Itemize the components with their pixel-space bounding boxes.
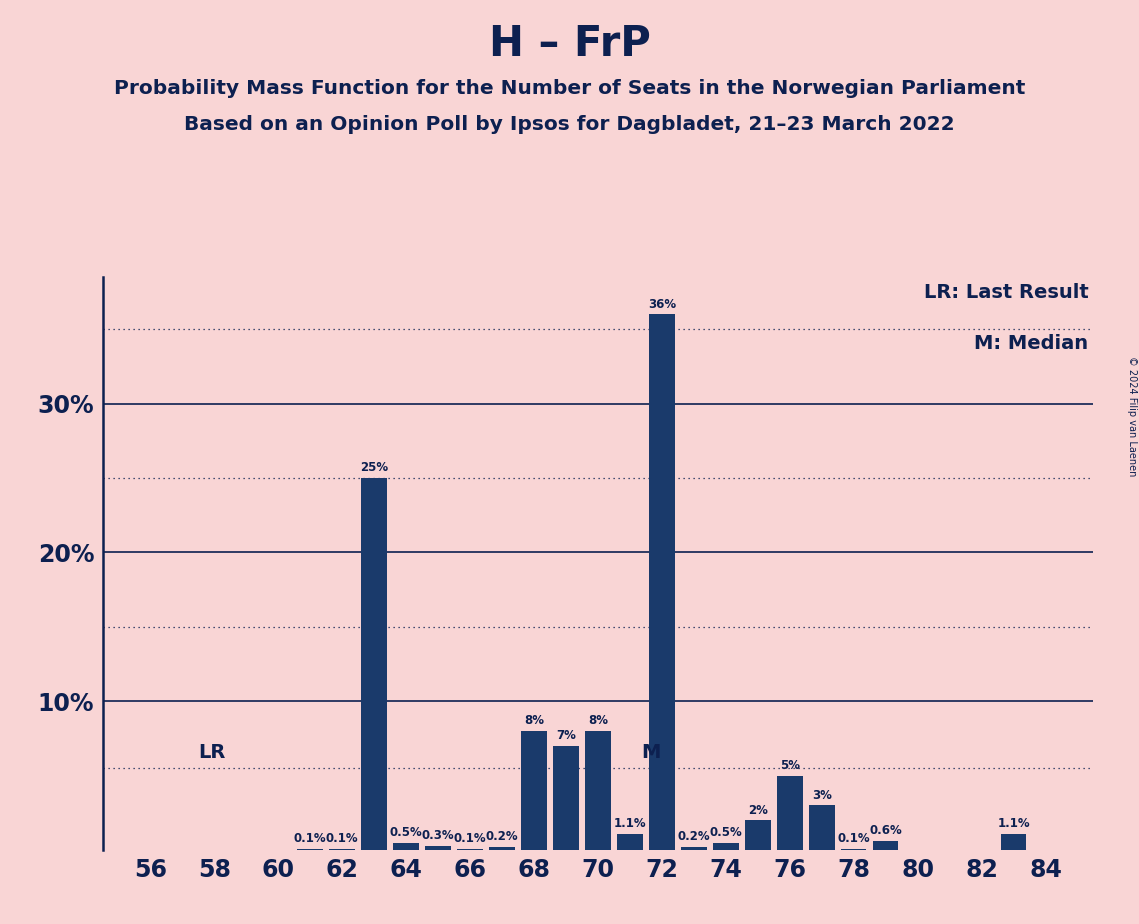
Bar bbox=[649, 314, 674, 850]
Text: 25%: 25% bbox=[360, 461, 388, 474]
Text: 0.1%: 0.1% bbox=[837, 832, 870, 845]
Bar bbox=[872, 841, 899, 850]
Bar bbox=[777, 775, 803, 850]
Text: 0.2%: 0.2% bbox=[485, 831, 518, 844]
Bar bbox=[393, 843, 419, 850]
Text: 0.6%: 0.6% bbox=[869, 824, 902, 837]
Text: 8%: 8% bbox=[588, 714, 608, 727]
Bar bbox=[490, 847, 515, 850]
Text: 5%: 5% bbox=[780, 759, 800, 772]
Bar bbox=[713, 843, 738, 850]
Bar bbox=[297, 848, 323, 850]
Text: 1.1%: 1.1% bbox=[614, 817, 646, 830]
Text: 0.1%: 0.1% bbox=[326, 832, 359, 845]
Bar bbox=[522, 731, 547, 850]
Bar bbox=[458, 848, 483, 850]
Bar bbox=[425, 845, 451, 850]
Bar bbox=[554, 746, 579, 850]
Text: M: M bbox=[641, 743, 661, 762]
Text: 2%: 2% bbox=[748, 804, 768, 817]
Bar bbox=[329, 848, 355, 850]
Text: LR: Last Result: LR: Last Result bbox=[924, 283, 1089, 302]
Text: 0.3%: 0.3% bbox=[421, 829, 454, 842]
Text: 7%: 7% bbox=[556, 729, 576, 742]
Text: © 2024 Filip van Laenen: © 2024 Filip van Laenen bbox=[1126, 356, 1137, 476]
Text: H – FrP: H – FrP bbox=[489, 23, 650, 65]
Bar bbox=[681, 847, 706, 850]
Text: 0.5%: 0.5% bbox=[390, 826, 423, 839]
Text: 0.2%: 0.2% bbox=[678, 831, 711, 844]
Text: 1.1%: 1.1% bbox=[998, 817, 1030, 830]
Text: 36%: 36% bbox=[648, 298, 675, 310]
Text: 0.5%: 0.5% bbox=[710, 826, 743, 839]
Text: 3%: 3% bbox=[812, 789, 831, 802]
Text: Probability Mass Function for the Number of Seats in the Norwegian Parliament: Probability Mass Function for the Number… bbox=[114, 79, 1025, 98]
Text: 0.1%: 0.1% bbox=[453, 832, 486, 845]
Bar bbox=[617, 833, 642, 850]
Bar bbox=[361, 478, 387, 850]
Bar bbox=[745, 821, 771, 850]
Text: Based on an Opinion Poll by Ipsos for Dagbladet, 21–23 March 2022: Based on an Opinion Poll by Ipsos for Da… bbox=[185, 116, 954, 135]
Text: LR: LR bbox=[198, 743, 226, 762]
Text: 0.1%: 0.1% bbox=[294, 832, 327, 845]
Bar bbox=[585, 731, 611, 850]
Bar bbox=[841, 848, 867, 850]
Text: 8%: 8% bbox=[524, 714, 544, 727]
Bar bbox=[1001, 833, 1026, 850]
Bar bbox=[809, 806, 835, 850]
Text: M: Median: M: Median bbox=[974, 334, 1089, 354]
